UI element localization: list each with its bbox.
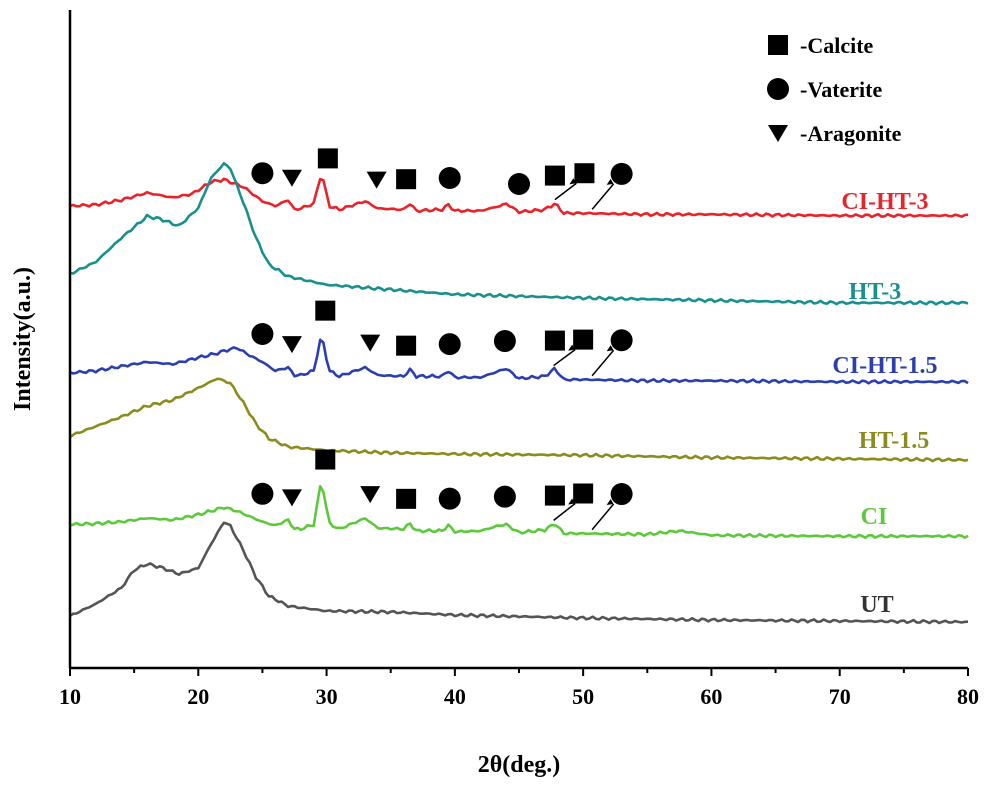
x-tick-label: 80 bbox=[957, 684, 979, 709]
series-ci-line bbox=[69, 485, 969, 539]
aragonite-marker bbox=[366, 171, 387, 189]
series-curves bbox=[69, 162, 969, 625]
aragonite-marker bbox=[360, 486, 381, 504]
axes: 10 20 30 40 50 60 70 80 2θ(deg.) Intensity(a.u.) bbox=[10, 10, 979, 778]
calcite-marker bbox=[396, 488, 417, 509]
calcite-marker bbox=[544, 330, 565, 351]
legend-label: -Vaterite bbox=[800, 77, 882, 102]
series-label-ht-15: HT-1.5 bbox=[859, 428, 929, 454]
x-tick-label: 60 bbox=[700, 684, 722, 709]
series-label-ht-3: HT-3 bbox=[849, 279, 901, 305]
series-ci-ht-15-line bbox=[69, 338, 969, 385]
peak-arrowhead bbox=[569, 178, 577, 185]
calcite-marker bbox=[317, 148, 338, 169]
series-ut-line bbox=[69, 521, 969, 625]
series-label-ut: UT bbox=[860, 592, 893, 618]
legend-label: -Calcite bbox=[800, 33, 874, 58]
legend: -Calcite -Vaterite -Aragonite bbox=[767, 33, 902, 146]
aragonite-marker bbox=[281, 489, 302, 507]
peak-arrow bbox=[591, 349, 615, 377]
peak-arrowhead bbox=[568, 344, 576, 351]
x-tick-label: 20 bbox=[187, 684, 209, 709]
legend-calcite-icon bbox=[768, 35, 788, 55]
calcite-marker bbox=[573, 483, 594, 504]
vaterite-marker bbox=[438, 333, 461, 356]
vaterite-marker bbox=[251, 323, 274, 345]
series-ci-ht-3-line bbox=[69, 177, 969, 219]
legend-vaterite-icon bbox=[767, 78, 789, 100]
vaterite-marker bbox=[438, 167, 461, 189]
legend-label: -Aragonite bbox=[800, 121, 902, 146]
peak-arrowhead bbox=[606, 499, 614, 506]
series-label-ci-ht-3: CI-HT-3 bbox=[841, 189, 928, 215]
peak-arrow bbox=[553, 348, 576, 367]
vaterite-marker bbox=[251, 162, 274, 185]
vaterite-marker bbox=[610, 483, 633, 506]
calcite-marker bbox=[315, 300, 336, 321]
series-ht-3-line bbox=[69, 162, 969, 306]
peak-arrow bbox=[591, 503, 615, 531]
vaterite-marker bbox=[493, 485, 516, 508]
peak-arrow bbox=[591, 183, 615, 210]
legend-aragonite-icon bbox=[768, 125, 788, 142]
peak-arrowhead bbox=[606, 178, 614, 185]
calcite-marker bbox=[544, 165, 565, 186]
series-labels: CI-HT-3 HT-3 CI-HT-1.5 HT-1.5 CI UT bbox=[832, 189, 937, 618]
series-label-ci-ht-15: CI-HT-1.5 bbox=[832, 353, 937, 379]
calcite-marker bbox=[396, 169, 417, 190]
vaterite-marker bbox=[438, 487, 461, 510]
peak-arrow bbox=[553, 502, 576, 521]
calcite-marker bbox=[574, 163, 595, 184]
y-axis-title: Intensity(a.u.) bbox=[10, 267, 36, 411]
vaterite-marker bbox=[610, 329, 633, 352]
calcite-marker bbox=[544, 485, 565, 506]
calcite-marker bbox=[573, 329, 594, 350]
aragonite-marker bbox=[281, 336, 302, 354]
peak-arrowhead bbox=[568, 498, 576, 505]
x-tick-label: 30 bbox=[316, 684, 338, 709]
vaterite-marker bbox=[251, 482, 274, 505]
x-axis-title: 2θ(deg.) bbox=[478, 752, 561, 778]
x-tick-label: 70 bbox=[829, 684, 851, 709]
vaterite-marker bbox=[610, 162, 633, 185]
vaterite-marker bbox=[493, 330, 516, 353]
peak-arrowhead bbox=[606, 345, 614, 352]
x-tick-label: 50 bbox=[572, 684, 594, 709]
phase-markers bbox=[251, 148, 633, 531]
peak-arrow bbox=[554, 182, 577, 201]
aragonite-marker bbox=[281, 169, 302, 187]
series-label-ci: CI bbox=[861, 504, 888, 530]
series-ht-15-line bbox=[69, 377, 969, 463]
x-tick-label: 10 bbox=[59, 684, 81, 709]
calcite-marker bbox=[315, 449, 336, 470]
vaterite-marker bbox=[508, 173, 530, 195]
calcite-marker bbox=[396, 335, 417, 356]
aragonite-marker bbox=[360, 334, 381, 352]
x-tick-label: 40 bbox=[444, 684, 466, 709]
